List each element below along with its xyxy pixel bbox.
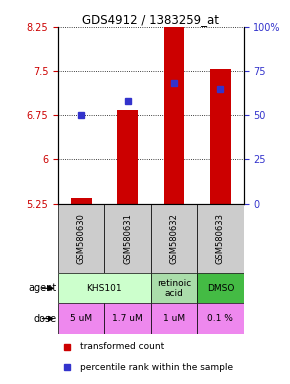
Bar: [58, 273, 151, 303]
Text: DMSO: DMSO: [207, 284, 234, 293]
Text: percentile rank within the sample: percentile rank within the sample: [80, 362, 233, 372]
Bar: [151, 273, 197, 303]
Bar: [210, 69, 231, 204]
Bar: [164, 9, 184, 204]
Bar: [117, 111, 138, 204]
Text: retinoic
acid: retinoic acid: [157, 279, 191, 298]
Bar: [58, 303, 104, 334]
Text: 0.1 %: 0.1 %: [207, 314, 233, 323]
Text: 1 uM: 1 uM: [163, 314, 185, 323]
Text: GSM580631: GSM580631: [123, 213, 132, 264]
Bar: [151, 204, 197, 273]
Text: KHS101: KHS101: [87, 284, 122, 293]
Bar: [58, 204, 104, 273]
Title: GDS4912 / 1383259_at: GDS4912 / 1383259_at: [82, 13, 219, 26]
Text: agent: agent: [29, 283, 57, 293]
Text: GSM580630: GSM580630: [77, 213, 86, 264]
Bar: [197, 273, 244, 303]
Bar: [197, 204, 244, 273]
Text: 1.7 uM: 1.7 uM: [112, 314, 143, 323]
Bar: [71, 198, 92, 204]
Bar: [197, 303, 244, 334]
Text: 5 uM: 5 uM: [70, 314, 92, 323]
Text: GSM580633: GSM580633: [216, 213, 225, 264]
Text: GSM580632: GSM580632: [169, 213, 179, 264]
Text: transformed count: transformed count: [80, 342, 164, 351]
Bar: [151, 303, 197, 334]
Text: dose: dose: [34, 314, 57, 324]
Bar: [104, 204, 151, 273]
Bar: [104, 303, 151, 334]
